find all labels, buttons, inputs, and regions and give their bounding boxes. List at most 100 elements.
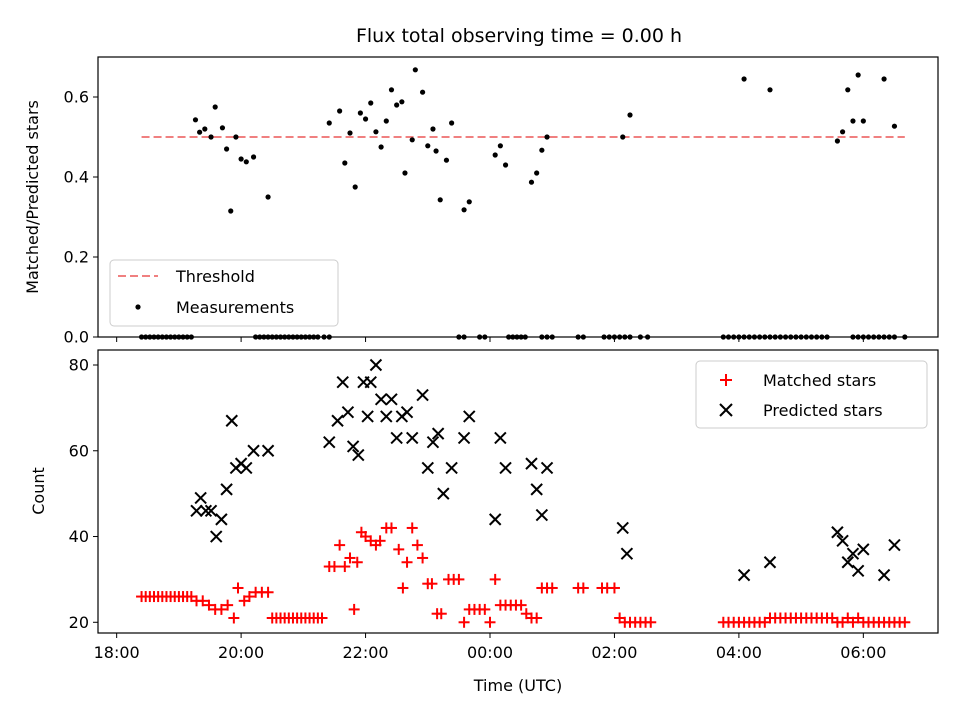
predicted-legend-label: Predicted stars bbox=[763, 401, 883, 420]
matched-star-marker bbox=[453, 573, 465, 585]
top-legend-box bbox=[109, 259, 339, 327]
predicted-star-marker bbox=[361, 410, 374, 423]
measurement-point bbox=[347, 130, 353, 136]
matched-star-marker bbox=[401, 556, 413, 568]
bottom-y-tick-label: 60 bbox=[69, 441, 89, 460]
measurement-point bbox=[399, 99, 405, 105]
bottom-x-axis-label: Time (UTC) bbox=[473, 676, 562, 695]
predicted-star-marker bbox=[457, 431, 471, 445]
predicted-star-marker bbox=[400, 405, 414, 419]
matched-star-marker bbox=[608, 582, 620, 594]
measurement-point bbox=[402, 170, 408, 176]
threshold-legend-label: Threshold bbox=[175, 267, 255, 286]
measurement-point bbox=[362, 116, 369, 122]
predicted-star-marker bbox=[841, 556, 854, 569]
top-y-tick-label: 0.0 bbox=[64, 328, 89, 347]
measurement-point bbox=[620, 134, 626, 140]
matched-star-marker bbox=[339, 561, 351, 573]
measurement-point bbox=[388, 87, 395, 93]
measurement-point bbox=[767, 87, 773, 93]
matched-star-marker bbox=[479, 603, 491, 615]
predicted-star-marker bbox=[190, 504, 203, 518]
matched-legend-swatch bbox=[720, 374, 732, 386]
predicted-star-marker bbox=[535, 508, 549, 522]
matched-star-marker bbox=[344, 552, 356, 564]
predicted-star-marker bbox=[261, 444, 275, 457]
matched-star-marker bbox=[232, 582, 244, 594]
matched-star-marker bbox=[348, 603, 360, 615]
matched-star-marker bbox=[546, 582, 558, 594]
measurement-point bbox=[238, 156, 244, 162]
predicted-star-marker bbox=[215, 513, 228, 526]
measurement-point bbox=[265, 194, 271, 200]
predicted-star-marker bbox=[530, 483, 543, 496]
measurement-point bbox=[860, 118, 866, 124]
measurements-legend-label: Measurements bbox=[176, 298, 294, 317]
predicted-star-marker bbox=[525, 457, 538, 470]
matched-star-marker bbox=[385, 522, 397, 534]
matched-star-marker bbox=[577, 582, 589, 594]
predicted-star-marker bbox=[437, 487, 450, 500]
predicted-star-marker bbox=[323, 435, 336, 449]
bottom-x-tick-label: 00:00 bbox=[467, 643, 513, 662]
measurement-point bbox=[850, 118, 856, 124]
measurement-point bbox=[212, 104, 218, 110]
bottom-y-axis-label: Count bbox=[29, 467, 48, 515]
bottom-x-tick-label: 20:00 bbox=[218, 643, 264, 662]
top-legend: Threshold Measurements bbox=[109, 259, 339, 327]
matched-star-marker bbox=[215, 603, 227, 615]
measurement-point bbox=[337, 108, 343, 114]
predicted-star-marker bbox=[406, 431, 419, 445]
bottom-x-tick-label: 18:00 bbox=[94, 643, 140, 662]
predicted-star-marker bbox=[846, 547, 860, 560]
predicted-star-marker bbox=[888, 538, 901, 552]
bottom-axes-frame bbox=[97, 349, 939, 634]
bottom-legend-box bbox=[695, 360, 928, 429]
top-plot-area: 0.0 0.2 0.4 0.6 bbox=[64, 67, 908, 347]
measurement-point bbox=[449, 120, 455, 126]
measurement-point bbox=[250, 154, 257, 160]
predicted-star-marker bbox=[857, 543, 870, 556]
matched-star-marker bbox=[489, 573, 501, 585]
predicted-star-marker bbox=[225, 414, 238, 427]
predicted-star-marker bbox=[620, 547, 634, 560]
matched-star-marker bbox=[262, 586, 274, 598]
predicted-star-marker bbox=[380, 410, 393, 423]
predicted-legend-swatch bbox=[719, 403, 733, 417]
top-chart-title: Flux total observing time = 0.00 h bbox=[356, 25, 682, 47]
matched-star-marker bbox=[197, 595, 209, 607]
predicted-star-marker bbox=[851, 564, 865, 578]
top-axes-frame bbox=[97, 56, 939, 338]
bottom-legend: Matched stars Predicted stars bbox=[695, 360, 928, 429]
matched-star-marker bbox=[417, 552, 429, 564]
predicted-star-marker bbox=[494, 431, 507, 445]
predicted-star-marker bbox=[204, 504, 218, 518]
predicted-star-marker bbox=[220, 483, 233, 496]
matched-star-marker bbox=[393, 543, 405, 555]
measurement-point bbox=[219, 125, 226, 131]
matched-star-marker bbox=[406, 522, 418, 534]
bottom-x-tick-label: 22:00 bbox=[343, 643, 389, 662]
matched-star-marker bbox=[411, 539, 423, 551]
measurement-point bbox=[834, 138, 841, 144]
predicted-star-marker bbox=[445, 461, 458, 475]
measurement-point bbox=[437, 197, 443, 203]
measurement-point bbox=[881, 76, 887, 82]
predicted-star-marker bbox=[331, 414, 344, 427]
measurement-point bbox=[228, 208, 234, 214]
matched-legend-label: Matched stars bbox=[763, 371, 876, 390]
predicted-star-marker bbox=[616, 521, 629, 535]
bottom-x-tick-label: 06:00 bbox=[840, 643, 886, 662]
bottom-plot-area: 20 40 60 80 18:00 20:00 22:00 00:00 02:00 04:00 06… bbox=[69, 356, 911, 662]
matched-star-marker bbox=[645, 616, 657, 628]
matched-star-marker bbox=[426, 578, 438, 590]
measurement-point bbox=[891, 123, 898, 129]
bottom-y-tick-label: 20 bbox=[69, 613, 89, 632]
measurement-point bbox=[243, 159, 249, 165]
measurement-point bbox=[534, 170, 540, 176]
matched-star-marker bbox=[458, 616, 470, 628]
predicted-star-marker bbox=[369, 358, 383, 372]
measurement-point bbox=[461, 207, 467, 213]
matched-star-marker bbox=[316, 612, 328, 624]
